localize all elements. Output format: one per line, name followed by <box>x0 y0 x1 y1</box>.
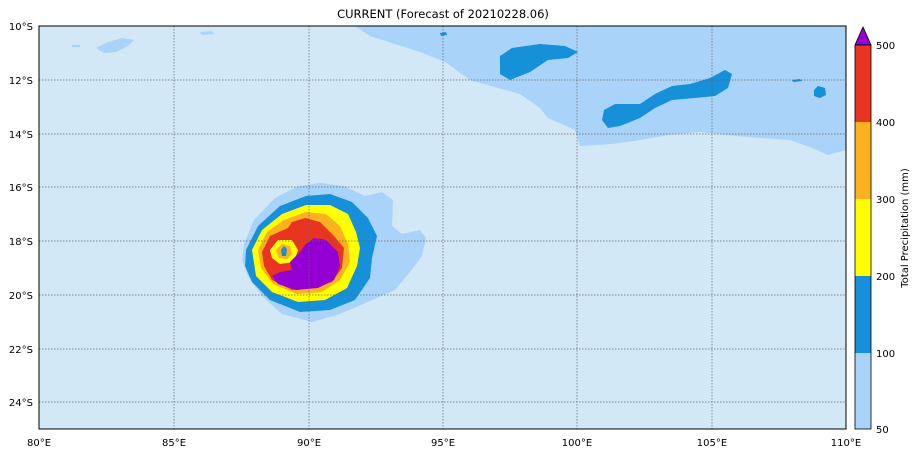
y-tick-label: 24°S <box>9 398 33 409</box>
colorbar-segment <box>855 276 871 353</box>
y-tick-label: 14°S <box>9 130 33 141</box>
figure-title: CURRENT (Forecast of 20210228.06) <box>337 7 549 21</box>
colorbar-title: Total Precipitation (mm) <box>900 168 911 289</box>
precip-region-patch-e <box>440 32 447 36</box>
y-axis-labels: 10°S 12°S 14°S 16°S 18°S 20°S 22°S 24°S <box>9 22 33 409</box>
x-tick-label: 85°E <box>162 438 186 449</box>
colorbar-tick-label: 500 <box>876 41 895 52</box>
cyclone-band-500 <box>272 238 340 290</box>
y-tick-label: 20°S <box>9 291 33 302</box>
map-frame <box>38 25 847 430</box>
colorbar-extend-max-triangle <box>854 26 872 46</box>
x-tick-label: 90°E <box>297 438 321 449</box>
map-panel <box>38 25 847 430</box>
x-axis-labels: 80°E 85°E 90°E 95°E 100°E 105°E 110°E <box>27 438 861 449</box>
colorbar-tick-label: 50 <box>876 425 889 436</box>
precip-region-band-north <box>355 26 846 155</box>
x-tick-label: 110°E <box>831 438 861 449</box>
y-tick-label: 18°S <box>9 237 33 248</box>
x-tick-label: 95°E <box>431 438 455 449</box>
colorbar-tick-label: 400 <box>876 118 895 129</box>
colorbar: 50 100 200 300 400 500 Total Precipitati… <box>854 26 911 436</box>
cyclone-precip-system <box>242 183 426 322</box>
y-tick-label: 10°S <box>9 22 33 33</box>
y-tick-label: 16°S <box>9 183 33 194</box>
colorbar-segment <box>855 353 871 429</box>
x-tick-label: 100°E <box>562 438 592 449</box>
colorbar-tick-label: 100 <box>876 349 895 360</box>
precip-region-patch-small <box>200 31 214 35</box>
precip-region-patch-west <box>96 38 134 53</box>
colorbar-tick-label: 200 <box>876 272 895 283</box>
colorbar-frame <box>854 44 872 430</box>
precip-region-patch-c <box>814 86 826 98</box>
y-tick-label: 22°S <box>9 345 33 356</box>
y-tick-label: 12°S <box>9 76 33 87</box>
colorbar-segment <box>855 122 871 199</box>
cyclone-eye <box>281 246 287 256</box>
map-gridlines <box>39 26 846 429</box>
x-tick-label: 105°E <box>697 438 727 449</box>
colorbar-tick-label: 300 <box>876 195 895 206</box>
colorbar-segment <box>855 199 871 276</box>
precip-region-patch-small-2 <box>72 45 80 47</box>
precip-region-patch-a <box>500 44 578 80</box>
x-tick-label: 80°E <box>27 438 51 449</box>
precip-region-patch-b <box>602 70 732 128</box>
colorbar-segment <box>855 45 871 122</box>
